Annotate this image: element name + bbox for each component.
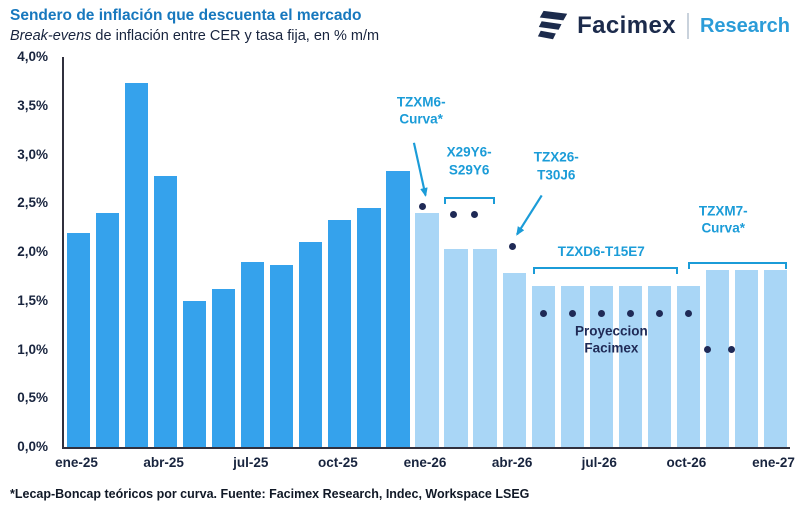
annotation-dot-tzxm7-curva	[703, 346, 711, 353]
facimex-logo-icon	[537, 10, 568, 40]
bar-dic-26	[734, 269, 759, 447]
bar-oct-25	[328, 219, 352, 447]
annotation-bracket-tzxd6-t15e7	[532, 266, 679, 274]
annotation-arrow-tzxm6-curva	[412, 142, 428, 197]
chart-subtitle-rest: de inflación entre CER y tasa fija, en %…	[91, 28, 380, 44]
y-tick-0,5%: 0,5%	[17, 390, 48, 406]
annotation-label-line: Curva*	[399, 111, 443, 127]
x-tick-ene-26: ene-26	[403, 455, 447, 470]
brand-suffix: Research	[699, 14, 790, 37]
annotation-label-line: TZX26-	[533, 149, 579, 165]
chart-subtitle: Break-evens de inflación entre CER y tas…	[10, 28, 379, 44]
bar-ene-25	[66, 232, 91, 447]
bar-jun-26	[560, 286, 584, 447]
bar-mar-25	[124, 83, 149, 447]
x-tick-jul-25: jul-25	[233, 455, 269, 470]
x-tick-abr-26: abr-26	[491, 455, 533, 470]
annotation-label-tzx26-t30j6: TZX26- T30J6	[534, 149, 579, 184]
y-tick-4,0%: 4,0%	[17, 49, 48, 64]
annotation-dot-x29y6-s29y6	[450, 211, 458, 219]
annotation-label-line: TZXM6-	[396, 94, 446, 110]
bar-may-26	[531, 286, 555, 447]
x-tick-oct-25: oct-25	[317, 455, 358, 470]
bar-dic-25	[386, 171, 410, 447]
y-tick-3,0%: 3,0%	[17, 146, 48, 162]
bar-nov-26	[705, 269, 729, 447]
bar-ago-26	[618, 286, 642, 447]
annotation-label-x29y6-s29y6: X29Y6- S29Y6	[447, 144, 492, 179]
annotation-dot-tzxd6-t15e7	[655, 309, 663, 317]
annotation-dot-tzxd6-t15e7	[597, 309, 605, 317]
chart-subtitle-italic: Break-evens	[10, 28, 92, 44]
x-axis: ene-25 abr-25 jul-25 oct-25 ene-26 abr-26 jul-…	[55, 455, 795, 475]
y-tick-1,5%: 1,5%	[17, 292, 48, 308]
x-tick-oct-26: oct-26	[666, 455, 707, 470]
x-tick-ene-27: ene-27	[752, 455, 795, 470]
bar-jul-26	[589, 286, 613, 447]
annotation-label-tzxd6-t15e7: TZXD6-T15E7	[558, 243, 645, 261]
annotation-dot-tzxm7-curva	[728, 346, 736, 353]
bar-sep-26	[647, 286, 671, 447]
annotation-label-line: T30J6	[537, 167, 576, 183]
annotation-label-tzxm7-curva: TZXM7- Curva*	[699, 202, 748, 237]
bar-abr-25	[154, 175, 178, 447]
annotation-label-line: X29Y6-	[446, 144, 492, 160]
annotation-label-line: S29Y6	[448, 162, 490, 178]
y-tick-2,5%: 2,5%	[17, 195, 48, 211]
bar-ene-26	[415, 213, 439, 447]
logo-divider	[686, 13, 689, 39]
x-tick-abr-25: abr-25	[143, 455, 184, 470]
x-tick-jul-26: jul-26	[581, 455, 617, 470]
annotation-bracket-tzxm7-curva	[688, 261, 788, 269]
bar-mar-26	[473, 249, 497, 447]
annotation-dot-tzxd6-t15e7	[684, 309, 692, 317]
annotation-dot-tzxd6-t15e7	[568, 309, 576, 317]
annotation-label-line: Proyeccion	[575, 323, 648, 339]
y-axis: 4,0% 3,5% 3,0% 2,5% 2,0% 1,5% 1,0% 0,5% 0,0%	[0, 49, 56, 454]
annotation-dot-tzxm6-curva	[419, 202, 427, 210]
annotation-label-line: TZXD6-T15E7	[557, 244, 645, 260]
annotation-label-proyeccion-facimex: Proyeccion Facimex	[575, 322, 648, 357]
annotation-label-line: Curva*	[701, 220, 745, 236]
annotation-label-line: TZXM7-	[698, 203, 748, 219]
bar-nov-25	[357, 208, 381, 447]
source-note: *Lecap-Boncap teóricos por curva. Fuente…	[10, 487, 530, 501]
bar-abr-26	[502, 273, 526, 447]
annotation-dot-x29y6-s29y6	[470, 211, 478, 219]
bar-oct-26	[676, 286, 700, 447]
bar-may-25	[183, 300, 207, 447]
y-tick-2,0%: 2,0%	[17, 244, 48, 259]
bar-jun-25	[212, 289, 236, 447]
x-tick-ene-25: ene-25	[55, 455, 98, 470]
y-tick-0,0%: 0,0%	[17, 439, 48, 454]
logo-shape	[537, 10, 568, 40]
bar-ago-25	[270, 264, 294, 447]
bar-ene-27	[763, 269, 788, 447]
bar-feb-25	[95, 213, 120, 447]
y-tick-1,0%: 1,0%	[17, 341, 48, 357]
annotation-label-line: Facimex	[584, 340, 639, 356]
annotation-label-tzxm6-curva: TZXM6- Curva*	[397, 93, 446, 128]
bar-sep-25	[299, 242, 323, 447]
annotation-dot-tzx26-t30j6	[509, 242, 517, 250]
chart-title: Sendero de inflación que descuenta el me…	[10, 7, 362, 24]
brand-name: Facimex	[577, 12, 676, 39]
annotation-dot-tzxd6-t15e7	[626, 309, 634, 317]
annotation-dot-tzxd6-t15e7	[539, 309, 547, 317]
plot-area: TZXM6- Curva* X29Y6- S29Y6 TZX26- T30J6 TZXD6-…	[62, 57, 790, 449]
bar-feb-26	[444, 249, 468, 447]
annotation-bracket-x29y6-s29y6	[443, 197, 496, 205]
y-tick-3,5%: 3,5%	[17, 97, 48, 113]
annotation-arrow-tzx26-t30j6	[516, 194, 543, 236]
bar-jul-25	[241, 261, 265, 447]
facimex-logo: Facimex Research	[536, 5, 790, 47]
